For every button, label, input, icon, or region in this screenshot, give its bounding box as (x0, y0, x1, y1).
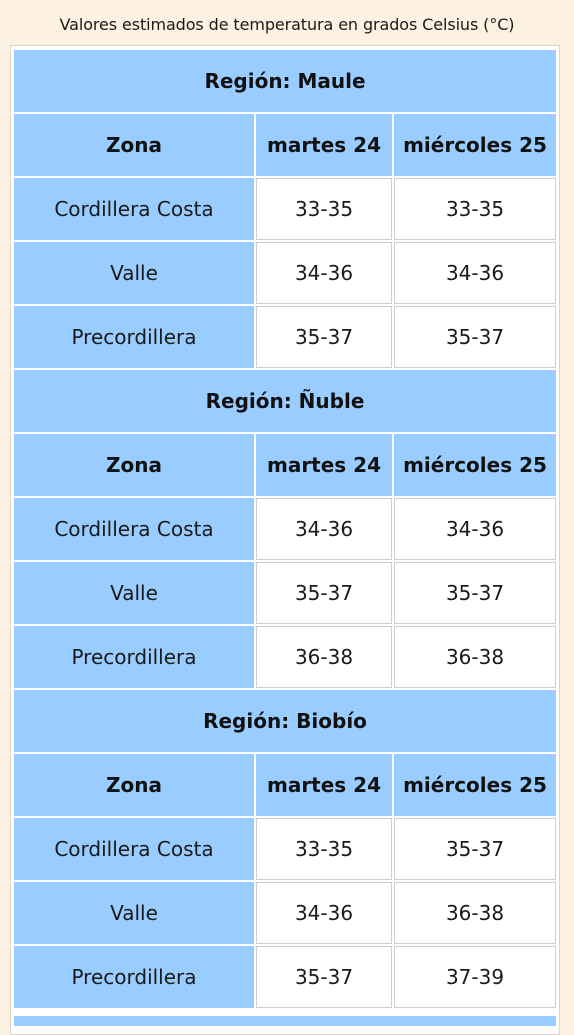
table-row: Precordillera 35-37 37-39 (14, 946, 557, 1008)
region-title: Región: Maule (14, 50, 557, 112)
region-header-row: Región: Ñuble (14, 370, 557, 432)
header-day-1: martes 24 (256, 754, 392, 816)
temp-value-day-1: 34-36 (256, 242, 392, 304)
zone-name: Valle (14, 242, 254, 304)
temp-value-day-2: 36-38 (394, 882, 557, 944)
region-header-row: Región: Biobío (14, 690, 557, 752)
header-zona: Zona (14, 434, 254, 496)
temp-value-day-1: 35-37 (256, 306, 392, 368)
temp-value-day-1: 34-36 (256, 498, 392, 560)
header-day-2: miércoles 25 (394, 754, 557, 816)
temp-value-day-1: 35-37 (256, 562, 392, 624)
temp-value-day-1: 36-38 (256, 626, 392, 688)
temp-value-day-2: 35-37 (394, 818, 557, 880)
column-header-row: Zona martes 24 miércoles 25 (14, 114, 557, 176)
header-day-1: martes 24 (256, 114, 392, 176)
header-day-2: miércoles 25 (394, 114, 557, 176)
table-row: Cordillera Costa 33-35 33-35 (14, 178, 557, 240)
zone-name: Precordillera (14, 306, 254, 368)
header-day-1: martes 24 (256, 434, 392, 496)
zone-name: Precordillera (14, 626, 254, 688)
temp-value-day-1: 33-35 (256, 818, 392, 880)
zone-name: Cordillera Costa (14, 178, 254, 240)
region-title: Región: Biobío (14, 690, 557, 752)
table-row: Cordillera Costa 34-36 34-36 (14, 498, 557, 560)
zone-name: Precordillera (14, 946, 254, 1008)
column-header-row: Zona martes 24 miércoles 25 (14, 754, 557, 816)
header-day-2: miércoles 25 (394, 434, 557, 496)
temp-value-day-1: 33-35 (256, 178, 392, 240)
table-row: Cordillera Costa 33-35 35-37 (14, 818, 557, 880)
zone-name: Cordillera Costa (14, 818, 254, 880)
temp-value-day-2: 34-36 (394, 498, 557, 560)
temp-value-day-1: 35-37 (256, 946, 392, 1008)
table-row: Valle 34-36 36-38 (14, 882, 557, 944)
column-header-row: Zona martes 24 miércoles 25 (14, 434, 557, 496)
next-region-header-partial (14, 1016, 556, 1026)
temp-value-day-2: 36-38 (394, 626, 557, 688)
header-zona: Zona (14, 114, 254, 176)
region-header-row: Región: Maule (14, 50, 557, 112)
temp-value-day-2: 35-37 (394, 562, 557, 624)
header-zona: Zona (14, 754, 254, 816)
temp-value-day-2: 35-37 (394, 306, 557, 368)
temp-value-day-2: 37-39 (394, 946, 557, 1008)
region-title: Región: Ñuble (14, 370, 557, 432)
table-row: Valle 34-36 34-36 (14, 242, 557, 304)
table-row: Valle 35-37 35-37 (14, 562, 557, 624)
temp-value-day-2: 33-35 (394, 178, 557, 240)
temperature-table: Región: Maule Zona martes 24 miércoles 2… (12, 48, 558, 1010)
zone-name: Cordillera Costa (14, 498, 254, 560)
zone-name: Valle (14, 882, 254, 944)
table-row: Precordillera 35-37 35-37 (14, 306, 557, 368)
temp-value-day-2: 34-36 (394, 242, 557, 304)
table-caption: Valores estimados de temperatura en grad… (59, 15, 515, 34)
temp-value-day-1: 34-36 (256, 882, 392, 944)
table-row: Precordillera 36-38 36-38 (14, 626, 557, 688)
zone-name: Valle (14, 562, 254, 624)
